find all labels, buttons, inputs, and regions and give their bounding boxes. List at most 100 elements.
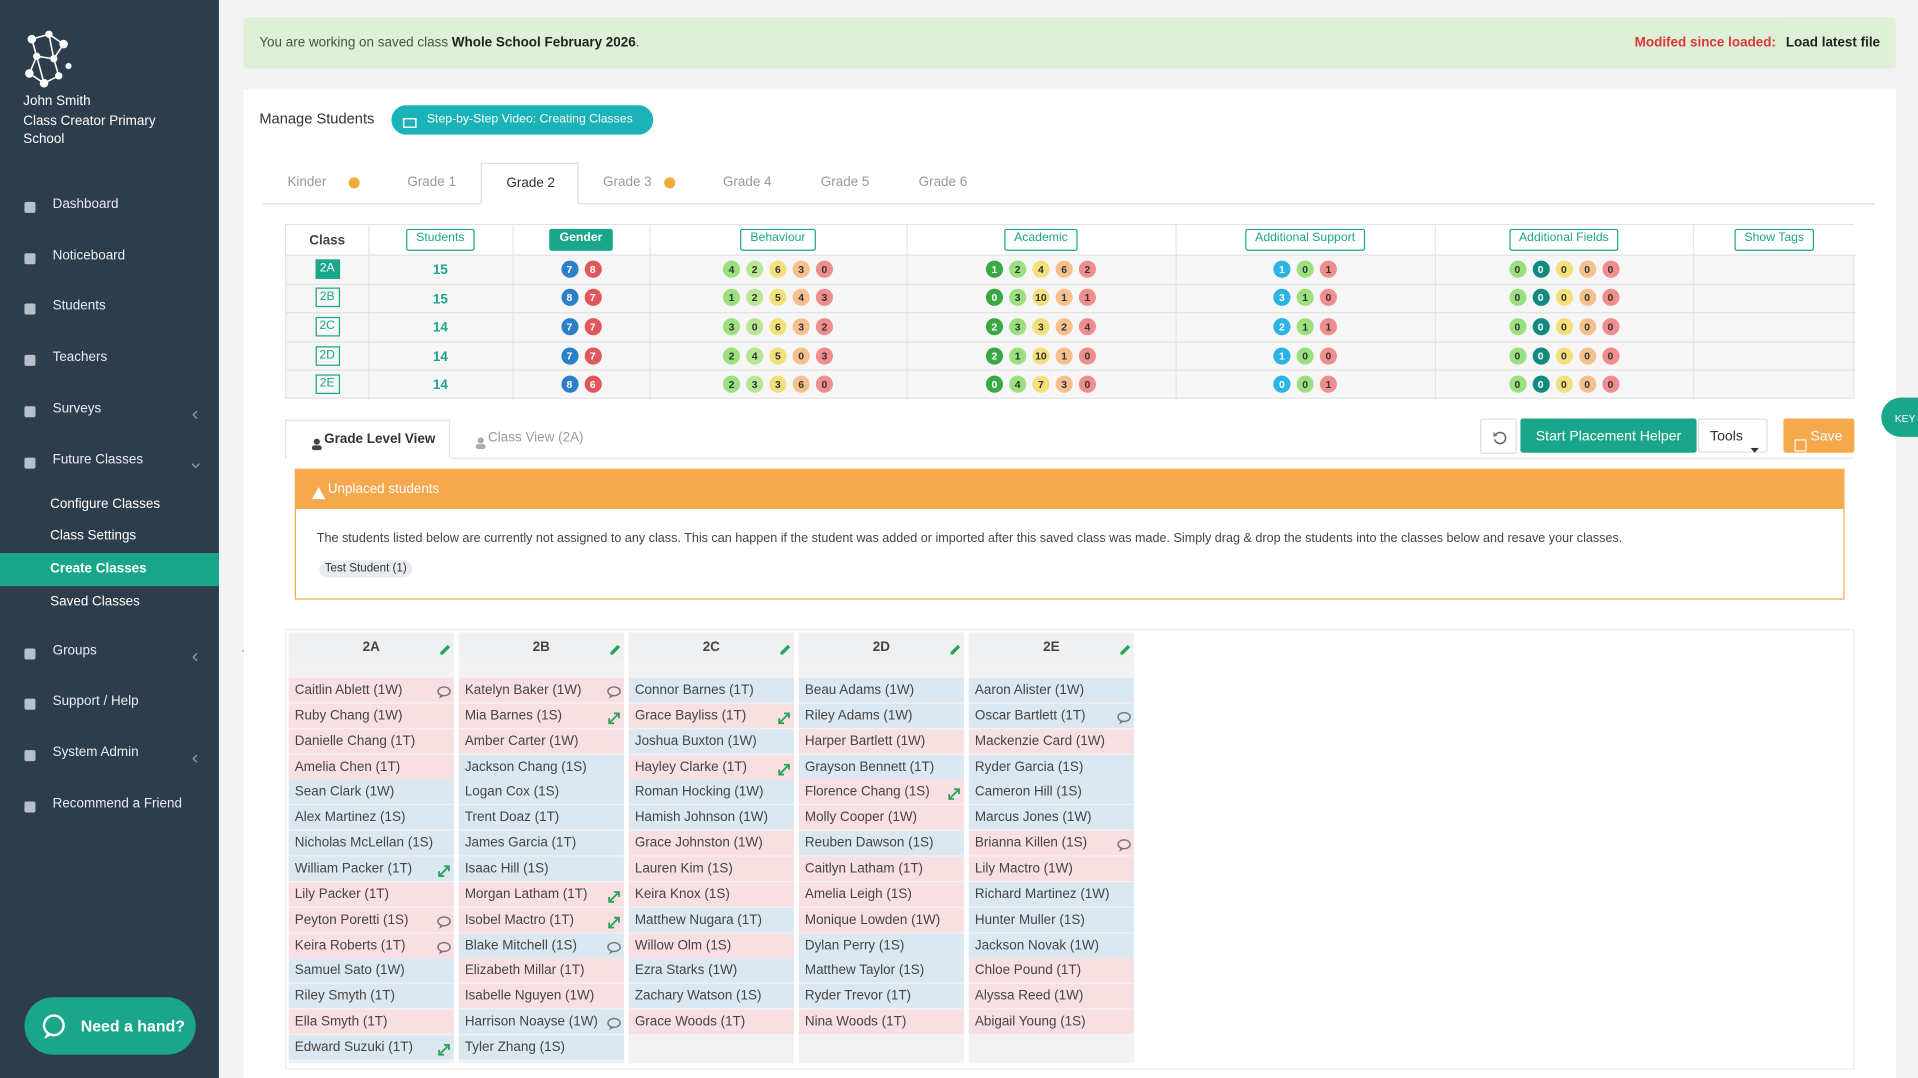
student-card[interactable]: Matthew Nugara (1T): [628, 907, 794, 932]
nav-subitem[interactable]: Create Classes: [0, 552, 219, 586]
grade-tab[interactable]: Grade 5: [796, 163, 894, 205]
student-card[interactable]: Amelia Leigh (1S): [798, 881, 964, 907]
student-card[interactable]: Blake Mitchell (1S): [458, 932, 624, 958]
student-card[interactable]: Jackson Novak (1W): [968, 932, 1134, 958]
student-card[interactable]: Connor Barnes (1T): [628, 677, 794, 703]
summary-header[interactable]: Gender: [549, 228, 613, 251]
student-card[interactable]: Katelyn Baker (1W): [458, 677, 624, 703]
student-card[interactable]: Isaac Hill (1S): [458, 856, 624, 881]
summary-header[interactable]: Additional Fields: [1509, 228, 1619, 251]
view-tab[interactable]: Grade Level View: [285, 419, 451, 459]
student-card[interactable]: Riley Smyth (1T): [288, 984, 454, 1009]
student-card[interactable]: Alex Martinez (1S): [288, 805, 454, 830]
nav-item[interactable]: Noticeboard: [0, 238, 219, 272]
student-card[interactable]: Morgan Latham (1T): [458, 881, 624, 907]
student-card[interactable]: Ryder Trevor (1T): [798, 984, 964, 1009]
student-card[interactable]: Beau Adams (1W): [798, 677, 964, 703]
student-card[interactable]: Logan Cox (1S): [458, 779, 624, 805]
student-card[interactable]: Caitlin Ablett (1W): [288, 677, 454, 703]
refresh-button[interactable]: [1480, 418, 1517, 454]
grade-tab[interactable]: Grade 6: [894, 163, 992, 205]
student-card[interactable]: Harper Bartlett (1W): [798, 728, 964, 754]
nav-item[interactable]: Students: [0, 289, 219, 323]
grade-tab[interactable]: Grade 2: [480, 162, 579, 205]
grade-tab[interactable]: Grade 3: [579, 163, 699, 205]
student-card[interactable]: Ezra Starks (1W): [628, 958, 794, 983]
student-card[interactable]: Ella Smyth (1T): [288, 1009, 454, 1034]
student-card[interactable]: Oscar Bartlett (1T): [968, 703, 1134, 728]
student-card[interactable]: Riley Adams (1W): [798, 703, 964, 728]
student-card[interactable]: Lily Packer (1T): [288, 881, 454, 907]
student-card[interactable]: Molly Cooper (1W): [798, 805, 964, 830]
student-card[interactable]: Monique Lowden (1W): [798, 907, 964, 932]
student-card[interactable]: Alyssa Reed (1W): [968, 984, 1134, 1009]
class-badge[interactable]: 2B: [314, 287, 340, 308]
class-badge[interactable]: 2D: [314, 345, 340, 366]
class-badge[interactable]: 2C: [314, 316, 340, 337]
summary-header[interactable]: Additional Support: [1245, 228, 1365, 251]
summary-header[interactable]: Students: [406, 228, 475, 251]
nav-item[interactable]: Dashboard: [0, 187, 219, 221]
tools-button[interactable]: Tools: [1697, 418, 1768, 453]
student-card[interactable]: Amelia Chen (1T): [288, 754, 454, 779]
student-card[interactable]: Caitlyn Latham (1T): [798, 856, 964, 881]
nav-item[interactable]: System Admin: [0, 735, 219, 769]
student-card[interactable]: Matthew Taylor (1S): [798, 958, 964, 983]
student-card[interactable]: Ruby Chang (1W): [288, 703, 454, 728]
summary-header[interactable]: Academic: [1004, 228, 1078, 251]
student-card[interactable]: Cameron Hill (1S): [968, 779, 1134, 805]
student-card[interactable]: James Garcia (1T): [458, 830, 624, 856]
student-card[interactable]: Brianna Killen (1S): [968, 830, 1134, 856]
key-tab[interactable]: KEY: [1881, 397, 1918, 437]
student-card[interactable]: Hunter Muller (1S): [968, 907, 1134, 932]
help-button[interactable]: Need a hand?: [24, 997, 196, 1055]
nav-subitem[interactable]: Configure Classes: [0, 488, 219, 521]
student-card[interactable]: Nina Woods (1T): [798, 1009, 964, 1034]
student-card[interactable]: Richard Martinez (1W): [968, 881, 1134, 907]
student-card[interactable]: Nicholas McLellan (1S): [288, 830, 454, 856]
student-card[interactable]: Edward Suzuki (1T): [288, 1035, 454, 1060]
student-card[interactable]: Elizabeth Millar (1T): [458, 958, 624, 983]
student-card[interactable]: Grace Bayliss (1T): [628, 703, 794, 728]
student-card[interactable]: Grayson Bennett (1T): [798, 754, 964, 779]
student-card[interactable]: Tyler Zhang (1S): [458, 1035, 624, 1060]
nav-item[interactable]: Support / Help: [0, 684, 219, 718]
student-card[interactable]: Danielle Chang (1T): [288, 728, 454, 754]
student-card[interactable]: Willow Olm (1S): [628, 932, 794, 958]
student-card[interactable]: Aaron Alister (1W): [968, 677, 1134, 703]
student-card[interactable]: Sean Clark (1W): [288, 779, 454, 805]
student-card[interactable]: Hamish Johnson (1W): [628, 805, 794, 830]
nav-item[interactable]: Groups: [0, 633, 219, 667]
student-card[interactable]: Isabelle Nguyen (1W): [458, 984, 624, 1009]
student-card[interactable]: Grace Woods (1T): [628, 1009, 794, 1034]
student-card[interactable]: Lily Mactro (1W): [968, 856, 1134, 881]
student-card[interactable]: Isobel Mactro (1T): [458, 907, 624, 932]
student-card[interactable]: Jackson Chang (1S): [458, 754, 624, 779]
class-badge[interactable]: 2E: [314, 374, 340, 395]
video-button[interactable]: Step-by-Step Video: Creating Classes: [391, 105, 654, 135]
student-card[interactable]: Marcus Jones (1W): [968, 805, 1134, 830]
student-card[interactable]: Joshua Buxton (1W): [628, 728, 794, 754]
student-card[interactable]: Amber Carter (1W): [458, 728, 624, 754]
grade-tab[interactable]: Grade 1: [383, 163, 481, 205]
student-card[interactable]: Florence Chang (1S): [798, 779, 964, 805]
student-card[interactable]: Lauren Kim (1S): [628, 856, 794, 881]
student-card[interactable]: William Packer (1T): [288, 856, 454, 881]
student-card[interactable]: Ryder Garcia (1S): [968, 754, 1134, 779]
grade-tab[interactable]: Grade 4: [698, 163, 796, 205]
student-card[interactable]: Abigail Young (1S): [968, 1009, 1134, 1034]
student-card[interactable]: Samuel Sato (1W): [288, 958, 454, 983]
student-card[interactable]: Hayley Clarke (1T): [628, 754, 794, 779]
student-card[interactable]: Trent Doaz (1T): [458, 805, 624, 830]
student-card[interactable]: Chloe Pound (1T): [968, 958, 1134, 983]
save-button[interactable]: Save: [1783, 418, 1855, 453]
student-card[interactable]: Mia Barnes (1S): [458, 703, 624, 728]
nav-subitem[interactable]: Saved Classes: [0, 586, 219, 619]
student-card[interactable]: Keira Roberts (1T): [288, 932, 454, 958]
nav-item[interactable]: Surveys: [0, 391, 219, 425]
nav-item[interactable]: Teachers: [0, 340, 219, 374]
student-card[interactable]: Mackenzie Card (1W): [968, 728, 1134, 754]
summary-header[interactable]: Behaviour: [740, 228, 816, 251]
class-badge[interactable]: 2A: [314, 259, 340, 279]
view-tab[interactable]: Class View (2A): [450, 420, 615, 459]
